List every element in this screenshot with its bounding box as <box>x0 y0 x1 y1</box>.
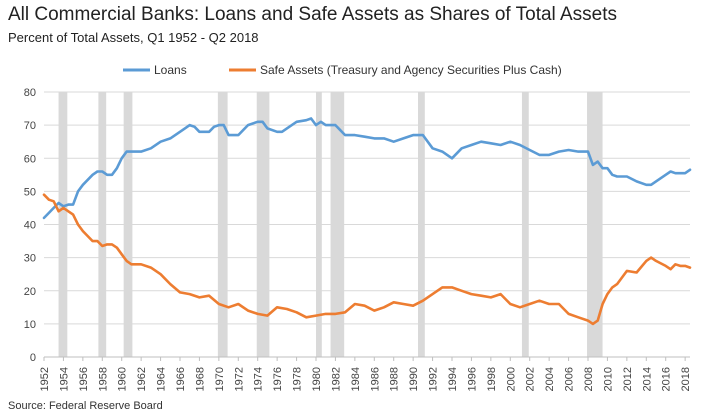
x-tick-label-1972: 1972 <box>233 367 245 391</box>
y-tick-label-50: 50 <box>24 186 36 198</box>
x-tick-label-1984: 1984 <box>350 367 362 391</box>
x-tick-label-2012: 2012 <box>622 367 634 391</box>
legend-label-loans: Loans <box>154 63 187 77</box>
x-tick-label-2010: 2010 <box>602 367 614 391</box>
x-tick-label-1992: 1992 <box>428 367 440 391</box>
x-tick-label-1970: 1970 <box>214 367 226 391</box>
x-tick-label-2016: 2016 <box>661 367 673 391</box>
y-tick-label-20: 20 <box>24 286 36 298</box>
series-line-safe-assets <box>42 193 692 326</box>
y-tick-label-30: 30 <box>24 253 36 265</box>
x-tick-label-1956: 1956 <box>78 367 90 391</box>
x-tick-label-2002: 2002 <box>525 367 537 391</box>
x-tick-label-1976: 1976 <box>272 367 284 391</box>
x-tick-label-1954: 1954 <box>58 367 70 391</box>
x-tick-label-2014: 2014 <box>641 367 653 391</box>
x-tick-label-1996: 1996 <box>466 367 478 391</box>
x-tick-label-1968: 1968 <box>194 367 206 391</box>
x-tick-label-2018: 2018 <box>680 367 692 391</box>
legend: Loans Safe Assets (Treasury and Agency S… <box>123 63 562 77</box>
x-tick-label-1952: 1952 <box>39 367 51 391</box>
y-tick-label-80: 80 <box>24 87 36 99</box>
x-tick-label-1990: 1990 <box>408 367 420 391</box>
x-tick-label-2004: 2004 <box>544 367 556 391</box>
x-tick-label-1962: 1962 <box>136 367 148 391</box>
x-tick-label-1980: 1980 <box>311 367 323 391</box>
x-tick-label-1982: 1982 <box>330 367 342 391</box>
x-tick-label-1966: 1966 <box>175 367 187 391</box>
x-tick-label-1988: 1988 <box>389 367 401 391</box>
y-axis-ticks: 0 10 20 30 40 50 60 70 80 <box>24 87 36 364</box>
x-tick-label-1964: 1964 <box>156 367 168 391</box>
x-tick-label-1958: 1958 <box>97 367 109 391</box>
legend-label-safe-assets: Safe Assets (Treasury and Agency Securit… <box>260 63 562 77</box>
chart-subtitle: Percent of Total Assets, Q1 1952 - Q2 20… <box>8 30 259 45</box>
x-tick-label-1960: 1960 <box>117 367 129 391</box>
source-note: Source: Federal Reserve Board <box>8 400 163 412</box>
y-tick-label-0: 0 <box>30 352 36 364</box>
y-tick-label-70: 70 <box>24 120 36 132</box>
gridlines <box>44 91 690 358</box>
y-tick-label-40: 40 <box>24 220 36 232</box>
series-lines <box>42 117 692 326</box>
x-tick-label-1994: 1994 <box>447 367 459 391</box>
x-tick-label-1998: 1998 <box>486 367 498 391</box>
x-axis-ticks: 1952 1954 1956 1958 1960 1962 1964 1966 1968 1970… <box>39 357 692 391</box>
x-tick-label-1986: 1986 <box>369 367 381 391</box>
x-tick-label-2000: 2000 <box>505 367 517 391</box>
x-tick-label-2006: 2006 <box>564 367 576 391</box>
x-tick-label-1978: 1978 <box>292 367 304 391</box>
x-tick-label-2008: 2008 <box>583 367 595 391</box>
series-line-loans <box>42 117 692 220</box>
y-tick-label-60: 60 <box>24 153 36 165</box>
chart-title: All Commercial Banks: Loans and Safe Ass… <box>8 4 618 25</box>
y-tick-label-10: 10 <box>24 319 36 331</box>
x-tick-label-1974: 1974 <box>253 367 265 391</box>
